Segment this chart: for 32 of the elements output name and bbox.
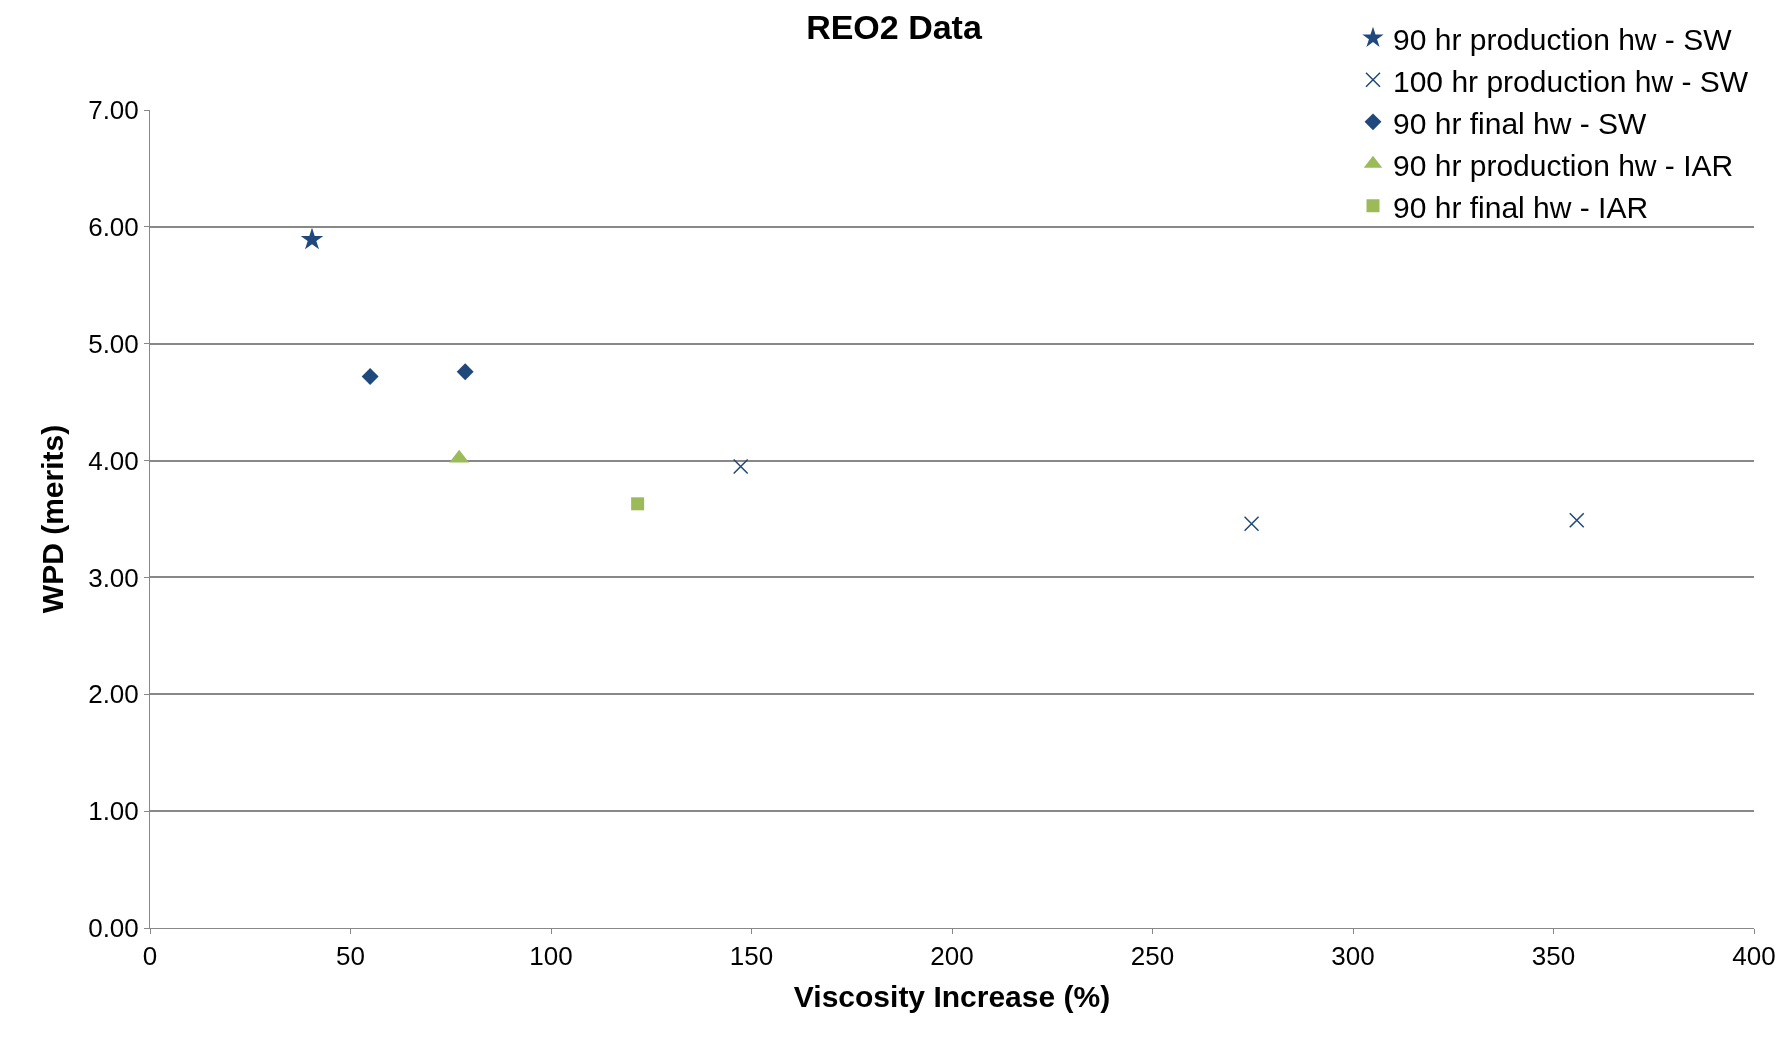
y-tick-label: 5.00	[88, 328, 139, 359]
x-tick-label: 350	[1531, 941, 1576, 972]
legend-label: 90 hr production hw - SW	[1393, 22, 1733, 56]
x-tick-label: 200	[930, 941, 974, 972]
legend-label: 90 hr production hw - IAR	[1393, 148, 1734, 182]
y-tick-label: 7.00	[88, 95, 139, 126]
point	[1243, 515, 1260, 532]
point	[1569, 512, 1585, 528]
x-axis-title: Viscosity Increase (%)	[793, 979, 1111, 1013]
point	[361, 367, 379, 385]
x-tick-label: 0	[142, 941, 158, 972]
y-tick-label: 1.00	[88, 796, 139, 827]
point	[732, 458, 749, 475]
y-tick-label: 4.00	[88, 445, 139, 476]
point	[631, 497, 645, 511]
y-tick-label: 2.00	[88, 679, 139, 710]
x-tick-label: 150	[729, 941, 774, 972]
y-tick-label: 3.00	[88, 562, 139, 593]
x-tick-label: 50	[336, 941, 365, 972]
x-tick-label: 400	[1732, 941, 1776, 972]
y-tick-label: 6.00	[88, 211, 139, 242]
legend-label: 90 hr final hw - SW	[1393, 106, 1648, 140]
chart-title: REO2 Data	[806, 8, 983, 47]
y-axis-title: WPD (merits)	[36, 424, 70, 614]
x-tick-label: 250	[1130, 941, 1175, 972]
x-tick-label: 300	[1331, 941, 1375, 972]
legend-label: 90 hr final hw - IAR	[1393, 190, 1649, 224]
legend-label: 100 hr production hw - SW	[1393, 64, 1749, 98]
point	[456, 363, 474, 381]
x-tick-label: 100	[529, 941, 573, 972]
point	[300, 227, 324, 250]
y-tick-label: 0.00	[88, 913, 139, 944]
